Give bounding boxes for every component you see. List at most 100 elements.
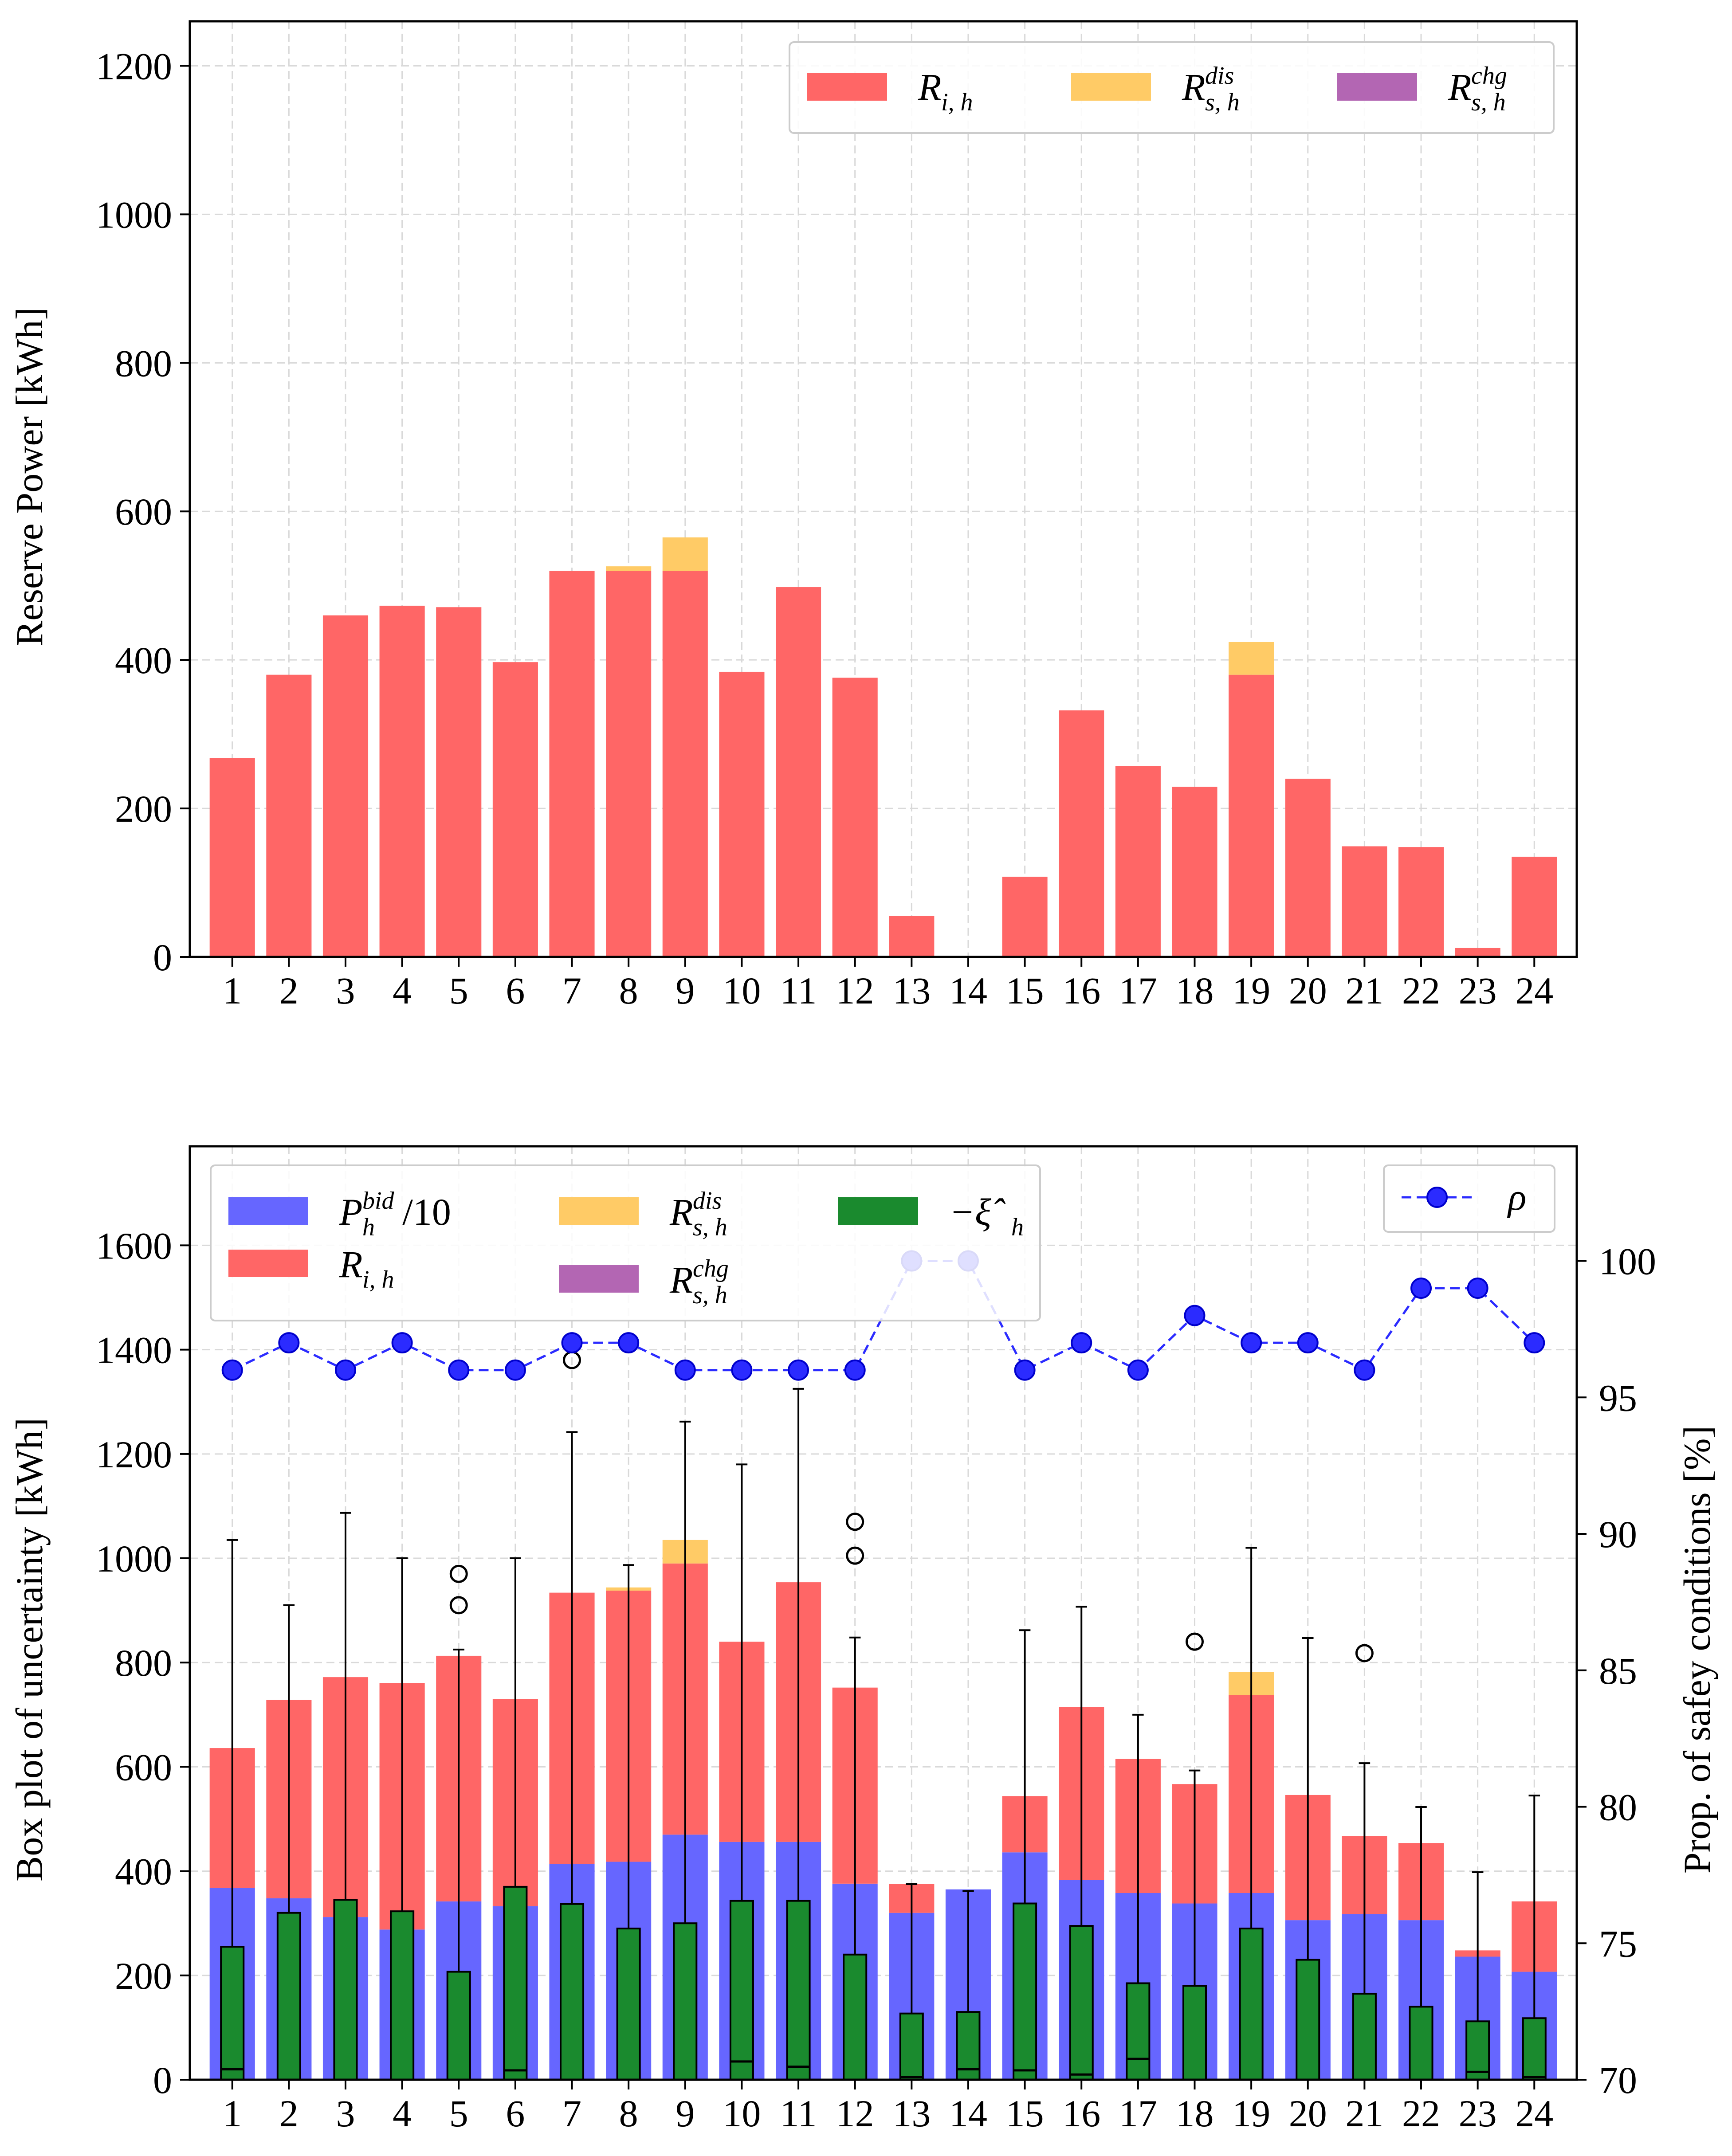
y-tick-label: 400 [115, 1850, 172, 1893]
bar-r_dis-9 [662, 537, 708, 571]
rho-point-16 [1071, 1332, 1092, 1354]
bottom-legend-swatch-r_chg [559, 1265, 639, 1293]
bar-r_ih-5 [436, 607, 482, 957]
y-tick-label: 0 [153, 936, 172, 979]
x-tick-label: 13 [892, 2092, 931, 2135]
y-tick-label: 200 [115, 788, 172, 830]
bottom-legend-swatch-p_bid [228, 1197, 308, 1225]
box-20 [1296, 1959, 1320, 2081]
x-tick-label: 19 [1232, 969, 1270, 1012]
reserve-power-chart: Reserve Power [kWh] 02004006008001000120… [8, 20, 1578, 1012]
box-5 [446, 1971, 471, 2081]
bar-r_ih-18 [1172, 787, 1218, 957]
x-tick-label: 7 [562, 2092, 581, 2135]
right-y-tick-label: 70 [1599, 2059, 1637, 2101]
x-tick-label: 9 [676, 969, 695, 1012]
box-17 [1126, 1982, 1151, 2081]
bottom-legend-label-r_ih: Ri, h [339, 1243, 394, 1294]
box-flier-21 [1355, 1644, 1374, 1662]
top-legend-label-r_chg: Rchg s, h [1448, 62, 1507, 116]
bottom-legend-swatch-xi [838, 1197, 918, 1225]
y-tick-label: 0 [153, 2059, 172, 2101]
x-tick-label: 24 [1515, 969, 1553, 1012]
bottom-legend-swatch-r_ih [228, 1250, 308, 1277]
box-12 [843, 1953, 868, 2081]
bottom-legend-label-r_ih-sub: i, h [362, 1266, 394, 1294]
x-tick-label: 12 [836, 969, 874, 1012]
x-tick-label: 23 [1459, 2092, 1497, 2135]
box-4 [390, 1910, 415, 2081]
x-tick-label: 18 [1175, 2092, 1214, 2135]
x-tick-label: 11 [780, 969, 817, 1012]
rho-point-10 [731, 1359, 753, 1381]
rho-point-18 [1184, 1305, 1206, 1326]
rho-point-4 [391, 1332, 413, 1354]
x-tick-label: 18 [1175, 969, 1214, 1012]
x-tick-label: 21 [1345, 969, 1383, 1012]
y-tick-label: 1400 [96, 1329, 172, 1372]
x-tick-label: 23 [1459, 969, 1497, 1012]
x-tick-label: 22 [1402, 969, 1440, 1012]
box-6 [503, 1886, 528, 2081]
rho-point-23 [1467, 1278, 1488, 1299]
right-y-tick-label: 100 [1599, 1240, 1656, 1283]
bar-r_ih-17 [1115, 766, 1161, 957]
top-legend-swatch-r_dis [1071, 73, 1151, 101]
x-tick-label: 5 [449, 969, 468, 1012]
rho-point-19 [1241, 1332, 1262, 1354]
right-y-tick-label: 90 [1599, 1513, 1637, 1556]
x-tick-label: 17 [1119, 2092, 1157, 2135]
right-y-tick-label: 75 [1599, 1922, 1637, 1965]
x-tick-label: 12 [836, 2092, 874, 2135]
rho-point-8 [618, 1332, 640, 1354]
bar-r_ih-1 [209, 758, 255, 957]
x-tick-label: 24 [1515, 2092, 1553, 2135]
rho-point-17 [1127, 1359, 1149, 1381]
top-legend-label-r_chg-sup: chg [1471, 62, 1507, 90]
box-16 [1069, 1925, 1094, 2081]
x-tick-label: 20 [1289, 969, 1327, 1012]
rho-point-15 [1014, 1359, 1036, 1381]
box-2 [276, 1912, 301, 2081]
y-tick-label: 600 [115, 490, 172, 533]
bar-r_ih-20 [1285, 779, 1331, 957]
x-tick-label: 19 [1232, 2092, 1270, 2135]
x-tick-label: 2 [279, 2092, 298, 2135]
y-tick-label: 600 [115, 1746, 172, 1788]
plot-frame [189, 20, 1578, 958]
box-13 [899, 2012, 924, 2081]
x-tick-label: 3 [336, 969, 355, 1012]
rho-point-7 [561, 1332, 583, 1354]
rho-point-20 [1297, 1332, 1319, 1354]
x-tick-label: 8 [619, 969, 638, 1012]
bar-r_ih-12 [832, 678, 878, 957]
x-tick-label: 14 [949, 2092, 987, 2135]
top-legend-box [789, 41, 1555, 134]
bottom-legend-label-r_chg: Rchg s, h [669, 1255, 729, 1309]
y-tick-label: 1200 [96, 1433, 172, 1476]
x-tick-label: 15 [1006, 969, 1044, 1012]
box-7 [559, 1903, 585, 2081]
right-y-tick-label: 80 [1599, 1786, 1637, 1829]
x-tick-label: 16 [1062, 969, 1100, 1012]
top-legend-swatch-r_chg [1337, 73, 1417, 101]
box-1 [220, 1946, 245, 2081]
bar-r_ih-24 [1512, 856, 1557, 957]
box-15 [1013, 1902, 1037, 2081]
bar-r_ih-9 [662, 571, 708, 957]
bottom-legend-label-r_ih-main: R [339, 1243, 363, 1286]
y-tick-label: 1000 [96, 1537, 172, 1580]
rho-point-6 [504, 1359, 526, 1381]
top-legend-swatch-r_ih [807, 73, 887, 101]
bottom-legend-label-p_bid: Pbid h/10 [339, 1187, 451, 1241]
bar-r_ih-13 [889, 916, 935, 957]
x-tick-label: 7 [562, 969, 581, 1012]
plot-frame [189, 1145, 1578, 2081]
rho-point-3 [334, 1359, 356, 1381]
rho-point-11 [788, 1359, 809, 1381]
bottom-legend-label-r_chg-main: R [669, 1258, 693, 1301]
top-legend-label-r_ih-sub: i, h [941, 89, 973, 116]
top-legend: Ri, h Rdis s, h Rchg s, h [789, 41, 1555, 134]
top-legend-label-r_ih-main: R [918, 66, 942, 108]
uncertainty-box-plot-chart: Box plot of uncertainty [kWh] Prop. of s… [8, 1145, 1718, 2135]
